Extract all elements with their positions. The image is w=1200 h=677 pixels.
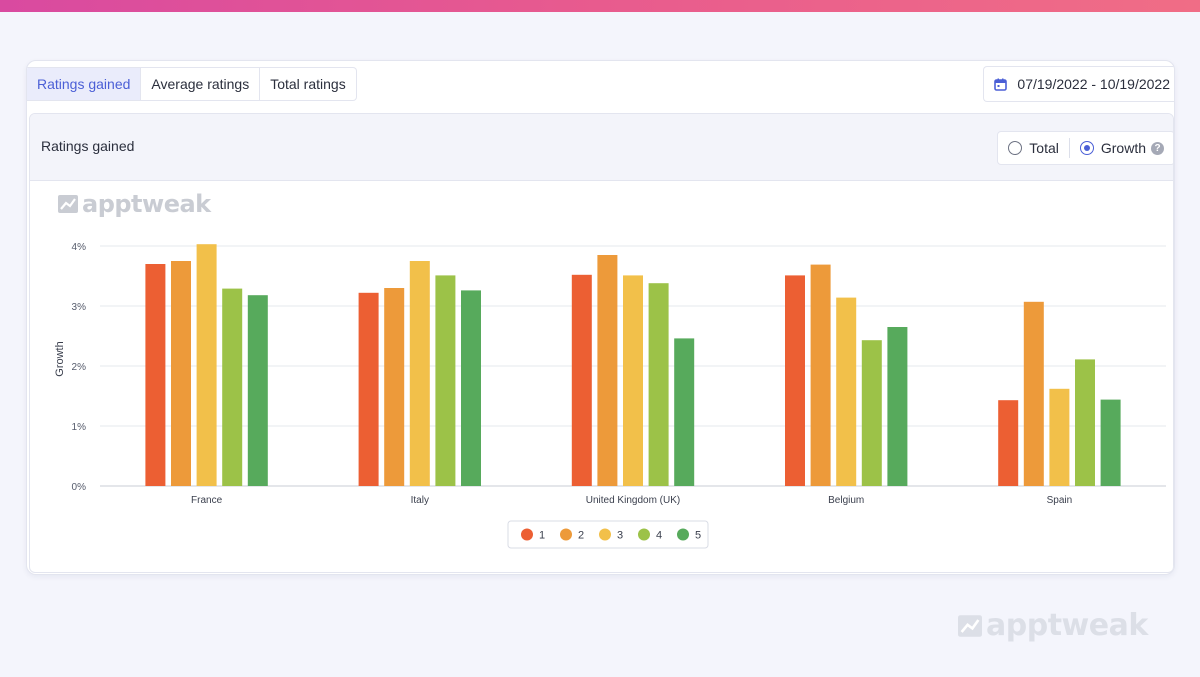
bar [1023, 301, 1044, 486]
chart-trend-icon [958, 614, 982, 637]
chart-panel-header: Ratings gained Total Growth ? [30, 114, 1173, 181]
legend-swatch [560, 528, 572, 541]
bar [836, 297, 857, 486]
bar [1100, 399, 1121, 486]
bar [409, 261, 430, 486]
bar [171, 261, 191, 486]
radio-total[interactable] [1008, 141, 1023, 155]
option-growth-label: Growth [1100, 140, 1146, 156]
y-tick-label: 4% [72, 242, 87, 253]
bar [358, 292, 379, 486]
legend-label: 5 [695, 530, 701, 542]
x-tick-label: United Kingdom (UK) [586, 495, 680, 506]
y-tick-label: 2% [72, 362, 87, 373]
calendar-icon [994, 78, 1008, 91]
bar [648, 283, 669, 486]
y-tick-label: 3% [72, 302, 87, 313]
bar [810, 264, 831, 486]
bar [571, 274, 592, 486]
legend-label: 2 [578, 530, 584, 542]
page-watermark-text: apptweak [986, 608, 1148, 643]
date-range-label: 07/19/2022 - 10/19/2022 [1017, 76, 1170, 92]
radio-growth[interactable] [1079, 141, 1094, 155]
bar [145, 264, 166, 486]
option-total-label: Total [1029, 140, 1059, 156]
bar [785, 275, 805, 486]
bar [861, 340, 882, 486]
legend-label: 1 [539, 530, 545, 542]
total-growth-toggle: Total Growth ? [997, 131, 1173, 165]
option-total[interactable]: Total [1008, 140, 1059, 156]
bar [222, 288, 243, 486]
x-tick-label: France [191, 495, 223, 506]
legend-swatch [521, 528, 533, 541]
bar [247, 295, 268, 486]
bar [461, 290, 481, 486]
legend-label: 4 [656, 530, 662, 542]
bar [1049, 388, 1070, 486]
legend-swatch [599, 528, 611, 541]
x-tick-label: Belgium [828, 495, 864, 506]
x-tick-label: Spain [1047, 495, 1073, 506]
y-axis-label: Growth [54, 341, 66, 376]
bar [597, 255, 618, 486]
tab-total-ratings[interactable]: Total ratings [259, 68, 355, 100]
chart-watermark-text: apptweak [82, 190, 211, 218]
bar [887, 327, 908, 486]
legend-label: 3 [617, 530, 623, 542]
bar [1075, 359, 1095, 486]
tab-average-ratings[interactable]: Average ratings [140, 68, 259, 100]
bar [623, 275, 643, 486]
x-tick-label: Italy [411, 495, 429, 506]
toggle-divider [1068, 138, 1070, 158]
tab-ratings-gained[interactable]: Ratings gained [27, 68, 141, 100]
legend-swatch [638, 528, 650, 541]
option-growth[interactable]: Growth ? [1079, 140, 1164, 156]
y-tick-label: 1% [72, 422, 87, 433]
metric-tabs: Ratings gained Average ratings Total rat… [27, 67, 357, 101]
help-icon[interactable]: ? [1151, 141, 1164, 155]
chart-watermark: apptweak [58, 190, 211, 218]
bar [998, 400, 1019, 486]
panel-title: Ratings gained [41, 138, 135, 154]
top-accent-bar [0, 0, 1200, 12]
chart-trend-icon [58, 195, 78, 213]
legend-swatch [677, 528, 689, 541]
y-tick-label: 0% [72, 482, 87, 493]
bar [196, 244, 217, 486]
date-range-picker[interactable]: 07/19/2022 - 10/19/2022 [983, 66, 1174, 102]
bar [674, 338, 695, 486]
page-watermark: apptweak [958, 608, 1148, 643]
bar [384, 288, 405, 486]
bar [435, 275, 456, 486]
